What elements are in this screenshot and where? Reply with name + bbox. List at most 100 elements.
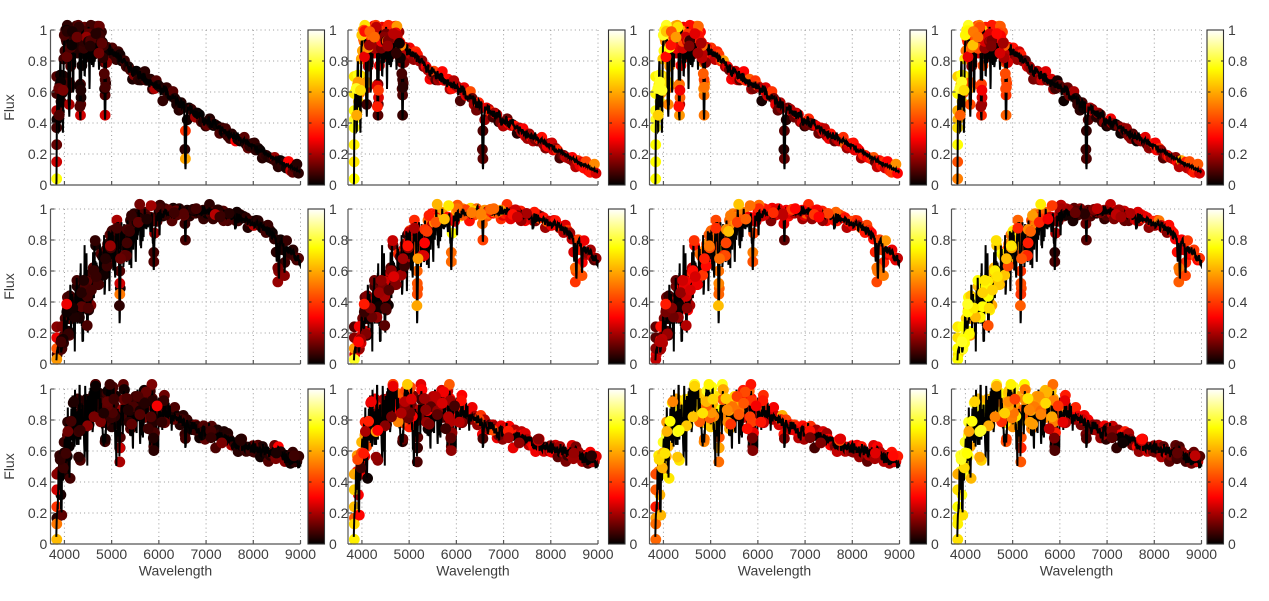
- svg-text:0: 0: [40, 356, 48, 372]
- svg-text:8000: 8000: [837, 546, 868, 562]
- svg-text:0.4: 0.4: [1228, 115, 1248, 131]
- svg-text:0.8: 0.8: [931, 232, 951, 248]
- svg-text:0.4: 0.4: [630, 474, 650, 490]
- svg-text:0: 0: [630, 536, 638, 552]
- svg-text:0.4: 0.4: [1228, 474, 1248, 490]
- svg-text:0.4: 0.4: [931, 115, 951, 131]
- svg-text:0.6: 0.6: [329, 263, 349, 279]
- svg-text:Wavelength: Wavelength: [139, 563, 212, 579]
- svg-text:0.4: 0.4: [1228, 294, 1248, 310]
- svg-text:Flux: Flux: [1, 94, 17, 120]
- svg-text:9000: 9000: [1186, 546, 1217, 562]
- svg-text:Flux: Flux: [1, 453, 17, 479]
- svg-text:7000: 7000: [789, 546, 820, 562]
- svg-text:1: 1: [931, 381, 939, 397]
- svg-text:0.2: 0.2: [28, 505, 48, 521]
- svg-text:1: 1: [329, 381, 337, 397]
- svg-text:0: 0: [630, 177, 638, 193]
- svg-text:0.2: 0.2: [1228, 325, 1248, 341]
- svg-text:0.2: 0.2: [931, 325, 951, 341]
- svg-text:6000: 6000: [742, 546, 773, 562]
- svg-text:0.6: 0.6: [1228, 84, 1248, 100]
- svg-text:4000: 4000: [49, 546, 80, 562]
- svg-text:4000: 4000: [950, 546, 981, 562]
- svg-text:0: 0: [1228, 177, 1236, 193]
- svg-text:0: 0: [630, 356, 638, 372]
- svg-text:0.8: 0.8: [630, 53, 650, 69]
- svg-text:0.8: 0.8: [630, 412, 650, 428]
- svg-text:0.4: 0.4: [329, 115, 349, 131]
- svg-text:0.4: 0.4: [931, 474, 951, 490]
- svg-text:0.8: 0.8: [1228, 53, 1248, 69]
- svg-text:0.6: 0.6: [329, 84, 349, 100]
- svg-text:1: 1: [931, 22, 939, 38]
- svg-text:1: 1: [329, 201, 337, 217]
- svg-text:0.6: 0.6: [1228, 263, 1248, 279]
- svg-text:0.8: 0.8: [1228, 232, 1248, 248]
- svg-text:0.6: 0.6: [931, 84, 951, 100]
- svg-text:0.6: 0.6: [630, 84, 650, 100]
- svg-text:4000: 4000: [346, 546, 377, 562]
- svg-text:4000: 4000: [648, 546, 679, 562]
- svg-text:Wavelength: Wavelength: [436, 563, 509, 579]
- svg-text:0: 0: [40, 536, 48, 552]
- svg-text:0: 0: [1228, 356, 1236, 372]
- svg-text:0.8: 0.8: [630, 232, 650, 248]
- svg-text:1: 1: [40, 381, 48, 397]
- svg-text:7000: 7000: [190, 546, 221, 562]
- svg-text:1: 1: [1228, 22, 1236, 38]
- svg-text:0.4: 0.4: [630, 294, 650, 310]
- svg-text:0.8: 0.8: [28, 412, 48, 428]
- svg-text:Flux: Flux: [1, 273, 17, 299]
- svg-text:6000: 6000: [143, 546, 174, 562]
- svg-text:0.2: 0.2: [931, 505, 951, 521]
- svg-text:0.2: 0.2: [630, 325, 650, 341]
- svg-text:5000: 5000: [96, 546, 127, 562]
- svg-text:0.4: 0.4: [931, 294, 951, 310]
- svg-text:0.6: 0.6: [28, 84, 48, 100]
- svg-text:0.2: 0.2: [329, 505, 349, 521]
- svg-text:Wavelength: Wavelength: [738, 563, 811, 579]
- svg-text:0.2: 0.2: [28, 146, 48, 162]
- svg-text:0.8: 0.8: [329, 232, 349, 248]
- svg-text:0.6: 0.6: [1228, 443, 1248, 459]
- svg-text:1: 1: [329, 22, 337, 38]
- svg-text:0.6: 0.6: [329, 443, 349, 459]
- svg-text:9000: 9000: [285, 546, 316, 562]
- svg-text:0: 0: [931, 356, 939, 372]
- svg-text:0.4: 0.4: [28, 115, 48, 131]
- svg-text:0.4: 0.4: [28, 474, 48, 490]
- svg-text:9000: 9000: [884, 546, 915, 562]
- svg-text:0.6: 0.6: [28, 443, 48, 459]
- svg-text:0.2: 0.2: [931, 146, 951, 162]
- svg-text:0: 0: [931, 177, 939, 193]
- svg-text:0.4: 0.4: [329, 294, 349, 310]
- svg-text:0.2: 0.2: [28, 325, 48, 341]
- svg-text:0: 0: [329, 536, 337, 552]
- svg-text:5000: 5000: [997, 546, 1028, 562]
- svg-text:7000: 7000: [1091, 546, 1122, 562]
- svg-text:0.2: 0.2: [630, 505, 650, 521]
- svg-text:6000: 6000: [441, 546, 472, 562]
- svg-text:1: 1: [931, 201, 939, 217]
- svg-text:1: 1: [40, 22, 48, 38]
- svg-text:5000: 5000: [394, 546, 425, 562]
- svg-text:1: 1: [630, 201, 638, 217]
- svg-text:1: 1: [40, 201, 48, 217]
- svg-text:0.4: 0.4: [630, 115, 650, 131]
- svg-text:0.4: 0.4: [329, 474, 349, 490]
- svg-text:0.6: 0.6: [931, 263, 951, 279]
- svg-text:7000: 7000: [488, 546, 519, 562]
- svg-text:0.8: 0.8: [931, 412, 951, 428]
- svg-text:8000: 8000: [535, 546, 566, 562]
- svg-text:0.6: 0.6: [931, 443, 951, 459]
- svg-text:8000: 8000: [238, 546, 269, 562]
- svg-text:8000: 8000: [1139, 546, 1170, 562]
- svg-text:0.2: 0.2: [329, 146, 349, 162]
- svg-text:0.2: 0.2: [1228, 146, 1248, 162]
- svg-text:0.2: 0.2: [630, 146, 650, 162]
- svg-text:0.8: 0.8: [1228, 412, 1248, 428]
- svg-text:0.8: 0.8: [329, 412, 349, 428]
- svg-text:0: 0: [40, 177, 48, 193]
- svg-text:1: 1: [1228, 201, 1236, 217]
